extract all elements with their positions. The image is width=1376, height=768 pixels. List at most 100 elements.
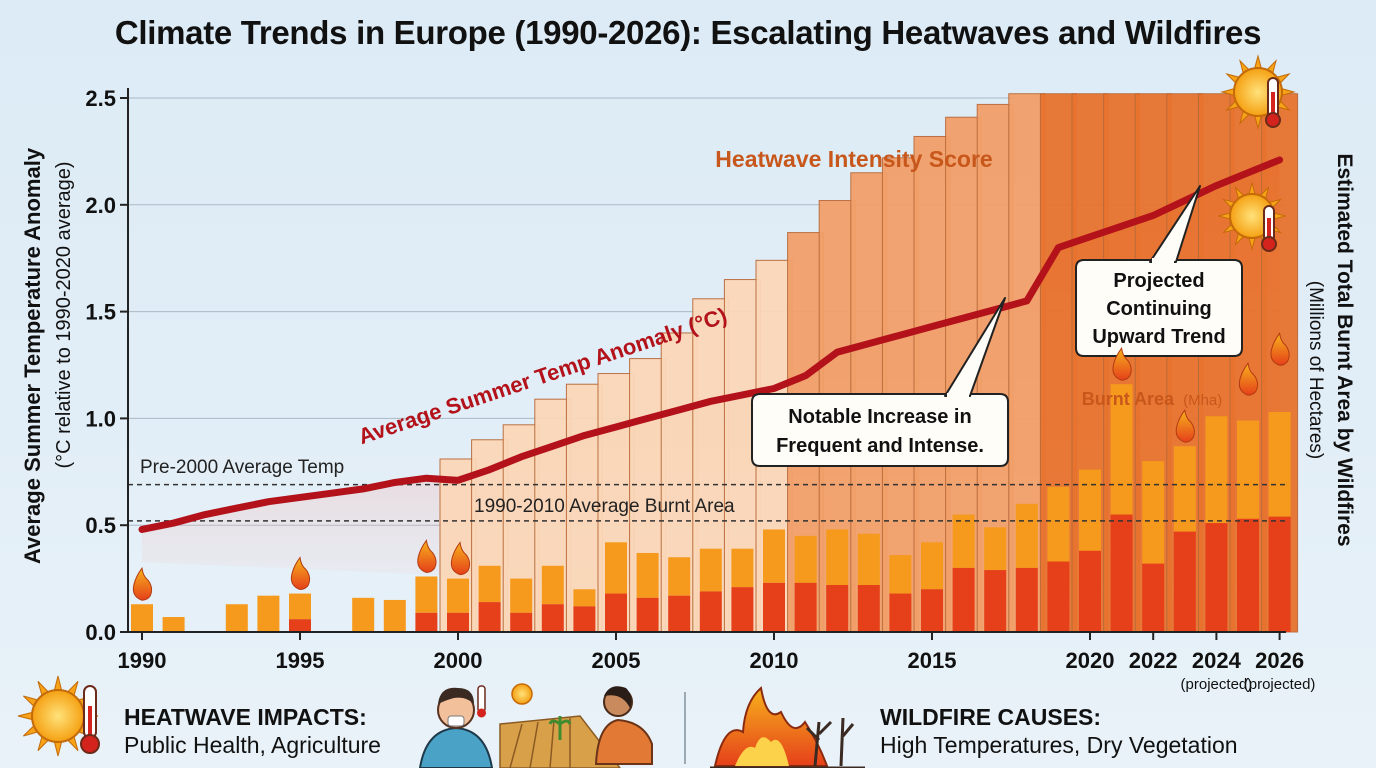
burnt-bar-top xyxy=(699,548,722,592)
burnt-bar-top xyxy=(763,529,785,583)
callout-notable-increase: Notable Increase in Frequent and Intense… xyxy=(751,297,1009,467)
x-tick-label: 2022 xyxy=(1129,648,1178,673)
x-tick-label: 2024 xyxy=(1192,648,1242,673)
heatwave-sun-icon xyxy=(17,675,100,757)
burnt-bar-base xyxy=(1237,518,1259,632)
burnt-bar-base xyxy=(573,606,596,632)
sun-ray xyxy=(17,711,33,721)
x-tick-sublabel: (projected) xyxy=(1181,676,1253,693)
x-tick-label: 2026 xyxy=(1255,648,1304,673)
burnt-bar-base xyxy=(826,585,849,632)
burnt-bar-top xyxy=(952,514,975,568)
burnt-bar-base xyxy=(289,619,311,632)
burnt-bar-base xyxy=(605,593,627,632)
burnt-bar-top xyxy=(1015,503,1038,568)
burnt-bar-top xyxy=(415,576,438,613)
burnt-bar-base xyxy=(731,587,754,632)
x-tick-label: 2010 xyxy=(750,648,799,673)
x-tick-label: 2015 xyxy=(908,648,957,673)
burnt-bar-base xyxy=(1205,523,1228,632)
tick-labels: 0.0 0.5 1.0 1.5 2.0 2.5 1990 1995 2000 2005 2010 20… xyxy=(85,86,1315,693)
burnt-bar-base xyxy=(447,612,469,632)
burnt-series-name: Burnt Area xyxy=(1082,389,1175,409)
callout-projected-line1: Projected xyxy=(1113,270,1204,292)
burnt-bar-top xyxy=(573,589,596,607)
flame-icon xyxy=(132,566,153,601)
wildfire-causes-text: High Temperatures, Dry Vegetation xyxy=(880,732,1238,758)
burnt-bar-base xyxy=(636,597,659,632)
axes xyxy=(120,88,1286,640)
burnt-bar-base xyxy=(794,582,817,632)
ref-label-pre2000: Pre-2000 Average Temp xyxy=(140,457,344,478)
burnt-bar-top xyxy=(478,565,501,603)
x-tick-label: 2005 xyxy=(592,648,641,673)
burnt-bar-base xyxy=(889,593,912,632)
flame-markers xyxy=(132,331,1290,601)
burnt-bar-top xyxy=(889,555,912,594)
burnt-bar-base xyxy=(857,585,880,632)
y-tick-label: 2.0 xyxy=(85,193,116,218)
burnt-bar-base xyxy=(1110,514,1133,632)
burnt-bar-base xyxy=(921,589,943,632)
burnt-bar-base xyxy=(510,612,533,632)
burnt-bar-top xyxy=(131,604,153,632)
burnt-bar-top xyxy=(1173,446,1196,532)
flame-icon xyxy=(1238,361,1259,396)
heatwave-series-label: Heatwave Intensity Score xyxy=(715,146,992,172)
burnt-bar-top xyxy=(1205,416,1228,524)
sun-thermometer-icon xyxy=(1220,54,1296,130)
callout-projected-line3: Upward Trend xyxy=(1092,326,1225,348)
farmer-icon xyxy=(594,686,653,765)
burnt-bar-base xyxy=(478,602,501,632)
footer-art xyxy=(17,675,865,768)
callout-projected-line2: Continuing xyxy=(1106,298,1212,320)
flame-icon xyxy=(290,556,311,591)
sun-ray xyxy=(1253,54,1263,69)
x-tick-label: 1990 xyxy=(118,648,167,673)
callout-notable-line1: Notable Increase in xyxy=(788,406,971,428)
burnt-bar-base xyxy=(541,604,564,632)
burnt-bar-top xyxy=(984,527,1007,571)
burnt-bar-top xyxy=(541,565,564,605)
burnt-bar-top xyxy=(289,593,311,620)
burnt-bar-base xyxy=(415,612,438,632)
y-tick-label: 0.5 xyxy=(85,513,116,538)
burnt-bar-top xyxy=(1110,384,1133,515)
burnt-bar-top xyxy=(1237,420,1259,519)
y-tick-label: 2.5 xyxy=(85,86,116,111)
y-tick-label: 0.0 xyxy=(85,620,116,645)
flame-icon xyxy=(450,541,471,576)
left-axis-label: Average Summer Temperature Anomaly xyxy=(20,147,45,564)
right-axis-label: Estimated Total Burnt Area by Wildfires xyxy=(1333,153,1356,546)
burnt-bar-top xyxy=(605,542,627,594)
burnt-bar-top xyxy=(794,535,817,583)
burnt-bar-top xyxy=(857,533,880,586)
burnt-bar-top xyxy=(1047,486,1070,562)
burnt-bar-top xyxy=(731,548,754,588)
burnt-bar-base xyxy=(668,595,691,632)
heatwave-impacts-text: Public Health, Agriculture xyxy=(124,732,381,758)
heatwave-impacts-heading: HEATWAVE IMPACTS: xyxy=(124,704,367,730)
chart-title: Climate Trends in Europe (1990-2026): Es… xyxy=(114,14,1262,51)
burnt-bar-top xyxy=(510,578,533,613)
burnt-bar-base xyxy=(984,570,1007,632)
burnt-bar-base xyxy=(1173,531,1196,632)
burnt-bar-top xyxy=(826,529,849,586)
y-tick-label: 1.5 xyxy=(85,300,116,325)
y-tick-label: 1.0 xyxy=(85,406,116,431)
sick-person-icon xyxy=(418,685,494,768)
sun-ray xyxy=(53,741,63,757)
burnt-bar-base xyxy=(763,582,785,632)
wildfire-icon xyxy=(710,686,865,768)
burnt-bar-base xyxy=(952,567,975,632)
burnt-bar-base xyxy=(1015,567,1038,632)
flame-icon xyxy=(1175,408,1195,443)
burnt-bar-top xyxy=(1079,469,1101,551)
reference-lines xyxy=(128,483,1286,522)
sun-ray xyxy=(53,675,63,691)
burnt-bar-base xyxy=(1047,561,1070,632)
temp-line xyxy=(138,156,1284,533)
burnt-bar-top xyxy=(668,557,691,596)
